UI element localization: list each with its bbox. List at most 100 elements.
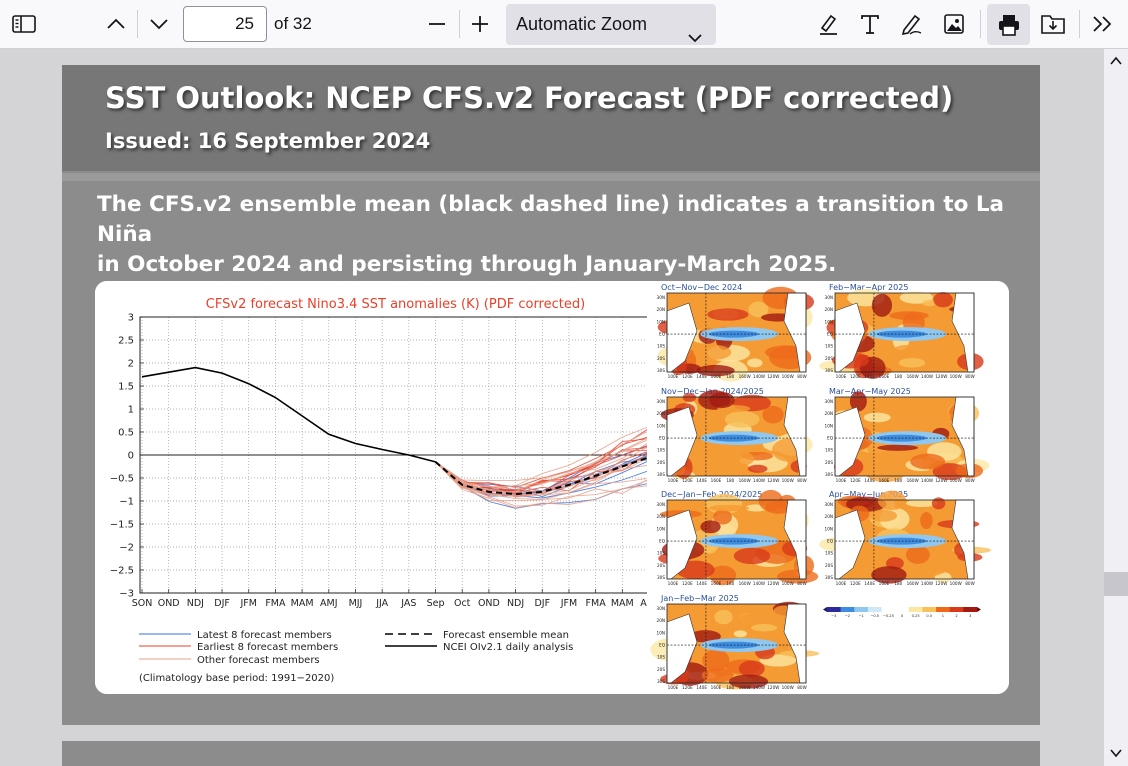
lon-label: 120E [682, 374, 693, 379]
toolbar-divider [980, 10, 981, 38]
lat-label: EQ [659, 332, 666, 337]
y-tick-label: 1 [128, 405, 134, 416]
lat-label: 20N [825, 411, 833, 416]
x-tick-label: MJJ [349, 598, 363, 609]
sst-anomaly-blob [762, 405, 784, 424]
sidebar-toggle-icon[interactable] [6, 6, 42, 42]
lon-label: 140E [696, 685, 707, 690]
previous-page-icon[interactable] [98, 6, 134, 42]
colorbar-segment [895, 607, 910, 612]
sst-anomaly-blob [747, 464, 768, 473]
lon-label: 160E [711, 581, 722, 586]
highlight-icon[interactable] [811, 6, 845, 42]
tools-icon[interactable] [1086, 6, 1120, 42]
lon-label: 100E [836, 581, 847, 586]
lat-label: 30N [657, 399, 665, 404]
lon-label: 120W [935, 478, 947, 483]
sst-anomaly-blob [869, 509, 898, 522]
colorbar-tick-label: 0 [901, 614, 904, 618]
text-icon[interactable] [853, 6, 887, 42]
next-page-icon[interactable] [141, 6, 177, 42]
lon-label: 140E [864, 478, 875, 483]
lon-label: 140W [921, 374, 933, 379]
lon-label: 80W [797, 685, 806, 690]
colorbar-tick-label: −1 [858, 614, 863, 618]
next-pdf-page [62, 741, 1040, 766]
zoom-out-icon[interactable] [420, 6, 454, 42]
lon-label: 120W [767, 374, 779, 379]
lat-label: 10N [825, 526, 833, 531]
colorbar-tick-label: 1 [942, 614, 944, 618]
lat-label: 20S [825, 460, 833, 465]
x-tick-label: DJF [214, 598, 230, 609]
lon-label: 180 [894, 374, 902, 379]
print-icon[interactable] [987, 4, 1030, 45]
sst-anomaly-blob [746, 358, 763, 368]
lon-label: 140E [696, 478, 707, 483]
zoom-select[interactable]: Automatic Zoom [506, 4, 716, 45]
sst-anomaly-blob [707, 308, 749, 321]
zoom-select-value: Automatic Zoom [516, 14, 648, 34]
sst-anomaly-blob [713, 509, 732, 525]
lon-label: 180 [894, 581, 902, 586]
lon-label: 160W [739, 685, 751, 690]
lon-label: 160W [907, 581, 919, 586]
scrollbar-thumb[interactable] [1104, 572, 1128, 596]
lon-label: 140E [696, 581, 707, 586]
y-tick-label: −3 [119, 589, 134, 600]
lon-label: 160E [711, 374, 722, 379]
lon-label: 120W [767, 685, 779, 690]
lat-label: 10S [657, 448, 665, 453]
document-viewer[interactable]: SST Outlook: NCEP CFS.v2 Forecast (PDF c… [0, 49, 1104, 766]
lon-label: 140E [864, 374, 875, 379]
colorbar-tick-label: 0.5 [926, 614, 932, 618]
lat-label: 10N [825, 319, 833, 324]
sst-anomaly-blob [751, 624, 778, 632]
x-tick-label: MAM [291, 598, 314, 609]
lat-label: 30N [657, 606, 665, 611]
lon-label: 100W [950, 581, 962, 586]
sst-anomaly-blob [849, 391, 867, 412]
sst-map-panel: Oct−Nov−Dec 2024 30N 20N 10N EQ 10S 20S 30S100E… [657, 283, 815, 382]
header-divider [62, 173, 1040, 181]
x-tick-label: JFM [240, 598, 257, 609]
lon-label: 100W [782, 374, 794, 379]
zoom-in-icon[interactable] [463, 6, 497, 42]
sst-anomaly-blob [863, 412, 891, 423]
legend-label: Other forecast members [197, 655, 320, 666]
chevron-down-icon [688, 17, 702, 58]
lon-label: 120E [850, 374, 861, 379]
forecast-member-line [435, 454, 647, 493]
lon-label: 80W [797, 478, 806, 483]
map-panel-title: Mar−Apr−May 2025 [829, 387, 911, 396]
lon-label: 140W [753, 685, 765, 690]
y-tick-label: −0.5 [110, 474, 134, 485]
image-icon[interactable] [937, 6, 971, 42]
y-tick-label: 0.5 [118, 428, 134, 439]
lon-label: 140W [753, 374, 765, 379]
colorbar-segment [908, 607, 923, 612]
lon-label: 120E [850, 478, 861, 483]
sst-map-panel: Apr−May−Jun 2025 30N 20N 10N EQ 10S 20S 30S100E… [819, 490, 992, 586]
map-panel-title: Feb−Mar−Apr 2025 [829, 283, 908, 292]
slide-body-line: The CFS.v2 ensemble mean (black dashed l… [97, 192, 1005, 247]
lon-label: 180 [894, 478, 902, 483]
scroll-down-icon[interactable] [1110, 745, 1122, 763]
y-tick-label: −2 [119, 543, 134, 554]
lat-label: 10N [657, 319, 665, 324]
sst-anomaly-blob [733, 547, 771, 565]
vertical-scrollbar[interactable] [1104, 49, 1128, 766]
lon-label: 100W [950, 374, 962, 379]
lat-label: 10S [657, 551, 665, 556]
draw-icon[interactable] [894, 6, 928, 42]
scroll-up-icon[interactable] [1110, 53, 1122, 71]
sst-map-panel: Jan−Feb−Mar 2025 30N 20N 10N EQ 10S 20S 30S100E… [650, 594, 820, 690]
sst-anomaly-blob [714, 609, 733, 625]
pdf-page: SST Outlook: NCEP CFS.v2 Forecast (PDF c… [62, 65, 1040, 725]
slide-body-line: in October 2024 and persisting through J… [97, 252, 837, 277]
save-icon[interactable] [1036, 6, 1070, 42]
toolbar-divider [137, 10, 138, 38]
x-tick-label: NDJ [507, 598, 524, 609]
page-number-input[interactable]: 25 [183, 6, 267, 42]
map-panel-title: Oct−Nov−Dec 2024 [661, 283, 742, 292]
